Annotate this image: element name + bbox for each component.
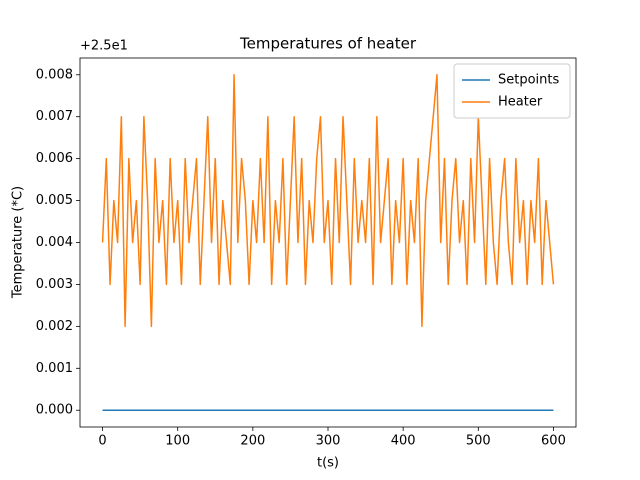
y-tick-label: 0.000 [36,403,73,418]
y-tick-label: 0.003 [36,277,73,292]
y-axis-label: Temperature (*C) [11,186,26,299]
offset-text: +2.5e1 [80,39,128,54]
y-tick-label: 0.004 [36,235,73,250]
x-tick-label: 600 [541,434,566,449]
plot-frame [79,57,577,428]
x-tick-label: 500 [466,434,491,449]
y-tick-label: 0.008 [36,67,73,82]
legend-box [453,63,571,119]
x-tick-label: 300 [316,434,341,449]
x-axis-label: t(s) [317,456,339,471]
y-tick-label: 0.001 [36,361,73,376]
x-tick-label: 100 [165,434,190,449]
y-tick-label: 0.002 [36,319,73,334]
chart-title: Temperatures of heater [239,35,417,53]
legend-label: Setpoints [498,73,560,88]
legend-label: Heater [498,95,543,110]
x-tick-label: 200 [240,434,265,449]
x-tick-label: 0 [98,434,106,449]
y-tick-label: 0.005 [36,193,73,208]
y-tick-label: 0.006 [36,151,73,166]
y-tick-label: 0.007 [36,109,73,124]
x-tick-label: 400 [391,434,416,449]
